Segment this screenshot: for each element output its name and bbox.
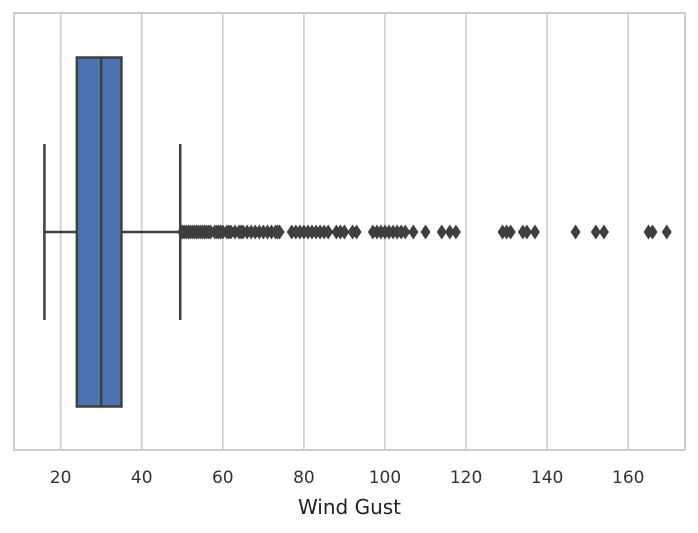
outlier-point (444, 224, 455, 240)
outlier-point (529, 224, 540, 240)
outlier-point (408, 224, 419, 240)
outlier-layer (177, 224, 672, 240)
outlier-point (521, 224, 532, 240)
x-tick-label: 120 (450, 468, 482, 488)
outlier-point (505, 224, 516, 240)
outlier-point (323, 224, 334, 240)
x-axis-title: Wind Gust (298, 495, 401, 519)
x-tick-label: 60 (212, 468, 234, 488)
x-tick-label: 80 (293, 468, 315, 488)
outlier-point (351, 224, 362, 240)
outlier-point (661, 224, 672, 240)
outlier-point (450, 224, 461, 240)
outlier-point (590, 224, 601, 240)
outlier-point (274, 224, 285, 240)
outlier-point (570, 224, 581, 240)
outlier-point (400, 224, 411, 240)
outlier-point (420, 224, 431, 240)
interquartile-box (75, 56, 123, 408)
x-tick-label: 40 (131, 468, 153, 488)
outlier-point (436, 224, 447, 240)
x-tick-label: 20 (50, 468, 72, 488)
x-tick-label: 140 (531, 468, 563, 488)
outlier-point (598, 224, 609, 240)
tick-label-layer: 20 40 60 80 100 120 140 160 (50, 468, 645, 488)
outlier-point (339, 224, 350, 240)
x-tick-label: 100 (369, 468, 401, 488)
x-tick-label: 160 (612, 468, 644, 488)
box-layer (43, 56, 182, 408)
outlier-point (647, 224, 658, 240)
plot-frame (13, 12, 686, 451)
